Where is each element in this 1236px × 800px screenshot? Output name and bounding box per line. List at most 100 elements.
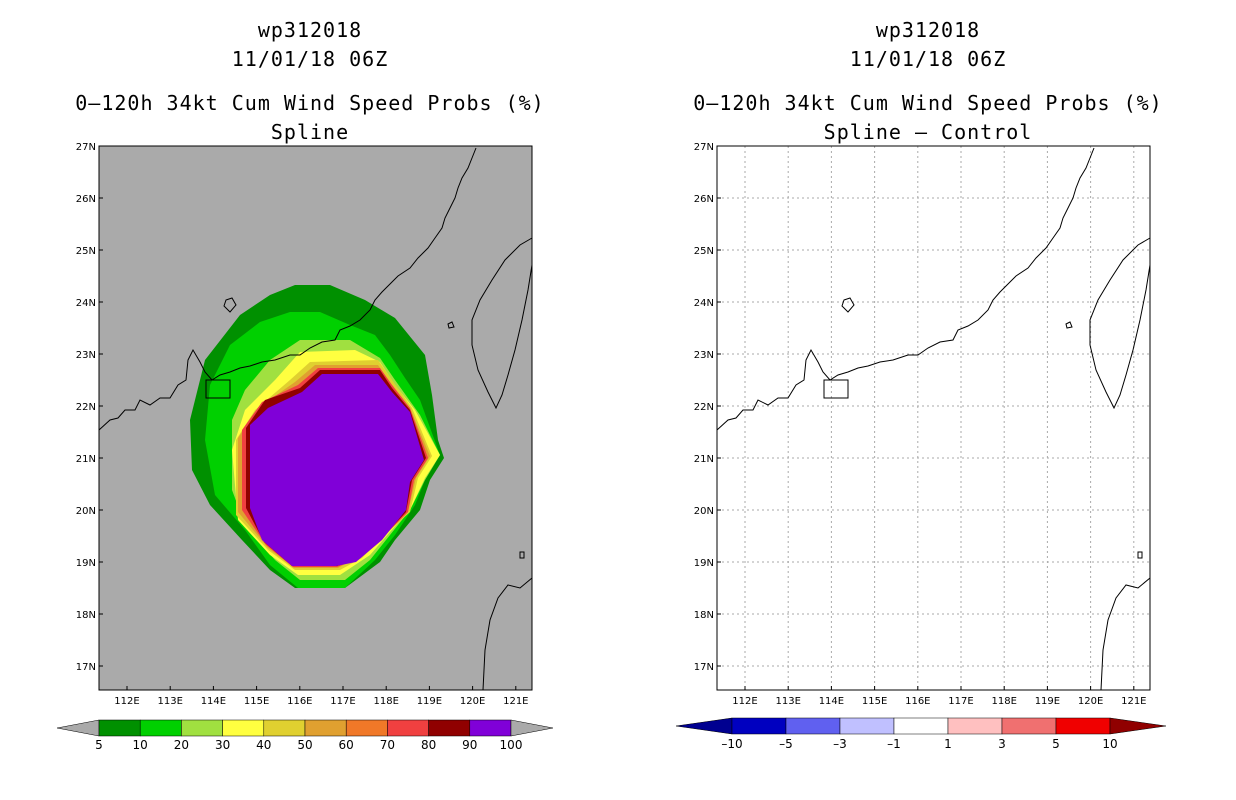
colorbar-swatch	[731, 717, 787, 735]
lon-label: 114E	[819, 696, 844, 707]
lon-label: 118E	[373, 696, 398, 707]
right-product: 0–120h 34kt Cum Wind Speed Probs (%)	[693, 91, 1163, 115]
colorbar-label: –3	[833, 737, 847, 751]
left-product: 0–120h 34kt Cum Wind Speed Probs (%)	[75, 91, 545, 115]
colorbar-label: 10	[1102, 737, 1117, 751]
colorbar-swatch	[263, 719, 306, 737]
coastline	[98, 147, 533, 691]
colorbar-swatch	[785, 717, 841, 735]
colorbar-label: 1	[944, 737, 952, 751]
lon-label: 120E	[1078, 696, 1103, 707]
colorbar-swatch	[893, 717, 949, 735]
lat-label: 20N	[76, 506, 96, 517]
colorbar-label: 10	[133, 738, 148, 752]
colorbar-swatch	[839, 717, 895, 735]
right-datetime: 11/01/18 06Z	[849, 47, 1007, 71]
coastline-taiwan	[471, 237, 533, 410]
lat-label: 22N	[76, 402, 96, 413]
colorbar-left-end	[56, 719, 100, 737]
coastline-hongkong-box	[205, 379, 231, 399]
colorbar-right-end	[1109, 717, 1167, 735]
left-storm-id: wp312018	[257, 18, 363, 42]
colorbar-swatch	[1055, 717, 1111, 735]
colorbar-label: 30	[215, 738, 230, 752]
lon-label: 112E	[114, 696, 139, 707]
lon-label: 113E	[775, 696, 800, 707]
coastline-island-east	[519, 551, 525, 559]
prob-band-100	[250, 374, 424, 566]
colorbar-label: 5	[95, 738, 103, 752]
left-colorbar: 5 10 20 30 40 50 60 70 80 90 100	[56, 719, 554, 752]
lon-label: 121E	[503, 696, 528, 707]
lat-label: 18N	[76, 610, 96, 621]
lon-label: 118E	[991, 696, 1016, 707]
right-lat-axis: 27N 26N 25N 24N 23N 22N 21N 20N 19N 18N 17N	[694, 142, 721, 673]
colorbar-label: –10	[721, 737, 742, 751]
right-gridlines	[717, 146, 1150, 690]
left-lat-axis: 27N 26N 25N 24N 23N 22N 21N 20N 19N 18N 17N	[76, 142, 103, 673]
lon-label: 112E	[732, 696, 757, 707]
lon-label: 119E	[1035, 696, 1060, 707]
lat-label: 21N	[694, 454, 714, 465]
coastline-island-north	[223, 297, 237, 313]
colorbar-label: 40	[256, 738, 271, 752]
lat-label: 23N	[76, 350, 96, 361]
colorbar-label: 3	[998, 737, 1006, 751]
coastline-taiwan-right	[1089, 237, 1151, 410]
lat-label: 19N	[76, 558, 96, 569]
lat-label: 17N	[694, 662, 714, 673]
colorbar-label: –5	[779, 737, 793, 751]
lon-label: 114E	[201, 696, 226, 707]
colorbar-right-end	[510, 719, 554, 737]
lon-label: 113E	[157, 696, 182, 707]
right-lon-axis: 112E 113E 114E 115E 116E 117E 118E 119E 120E 121E	[732, 686, 1147, 707]
right-map-background	[717, 146, 1150, 690]
coastline-island-east-right	[1137, 551, 1143, 559]
colorbar-swatch	[1001, 717, 1057, 735]
lon-label: 115E	[862, 696, 887, 707]
colorbar-swatch	[181, 719, 223, 737]
colorbar-swatch	[387, 719, 429, 737]
lat-label: 26N	[694, 194, 714, 205]
lon-label: 119E	[417, 696, 442, 707]
lon-label: 116E	[287, 696, 312, 707]
lat-label: 26N	[76, 194, 96, 205]
lon-label: 121E	[1121, 696, 1146, 707]
coastline-china	[98, 147, 477, 431]
left-map-frame	[98, 145, 533, 691]
colorbar-label: 5	[1052, 737, 1060, 751]
lat-label: 17N	[76, 662, 96, 673]
colorbar-swatch	[98, 719, 141, 737]
lat-label: 24N	[694, 298, 714, 309]
right-subtitle: Spline – Control	[823, 120, 1033, 144]
coastline-china-right	[716, 147, 1095, 431]
left-lon-axis: 112E 113E 114E 115E 116E 117E 118E 119E 120E 121E	[114, 686, 529, 707]
colorbar-left-end	[675, 717, 733, 735]
right-map-frame	[716, 145, 1151, 691]
colorbar-swatch	[469, 719, 512, 737]
lat-label: 24N	[76, 298, 96, 309]
lat-label: 21N	[76, 454, 96, 465]
coastline-right	[716, 147, 1151, 691]
coastline-luzon-right	[1100, 577, 1151, 691]
colorbar-label: 50	[297, 738, 312, 752]
colorbar-swatch	[304, 719, 347, 737]
lat-label: 27N	[76, 142, 96, 153]
lat-label: 22N	[694, 402, 714, 413]
lon-label: 117E	[330, 696, 355, 707]
right-storm-id: wp312018	[875, 18, 981, 42]
right-colorbar: –10 –5 –3 –1 1 3 5 10	[675, 717, 1167, 751]
coastline-small-island	[447, 321, 455, 329]
lat-label: 25N	[694, 246, 714, 257]
coastline-small-island-right	[1065, 321, 1073, 329]
colorbar-label: 20	[174, 738, 189, 752]
lat-label: 20N	[694, 506, 714, 517]
lon-label: 115E	[244, 696, 269, 707]
lon-label: 117E	[948, 696, 973, 707]
probability-shading	[190, 285, 444, 588]
colorbar-label: –1	[887, 737, 901, 751]
colorbar-swatch	[345, 719, 388, 737]
colorbar-label: 80	[421, 738, 436, 752]
